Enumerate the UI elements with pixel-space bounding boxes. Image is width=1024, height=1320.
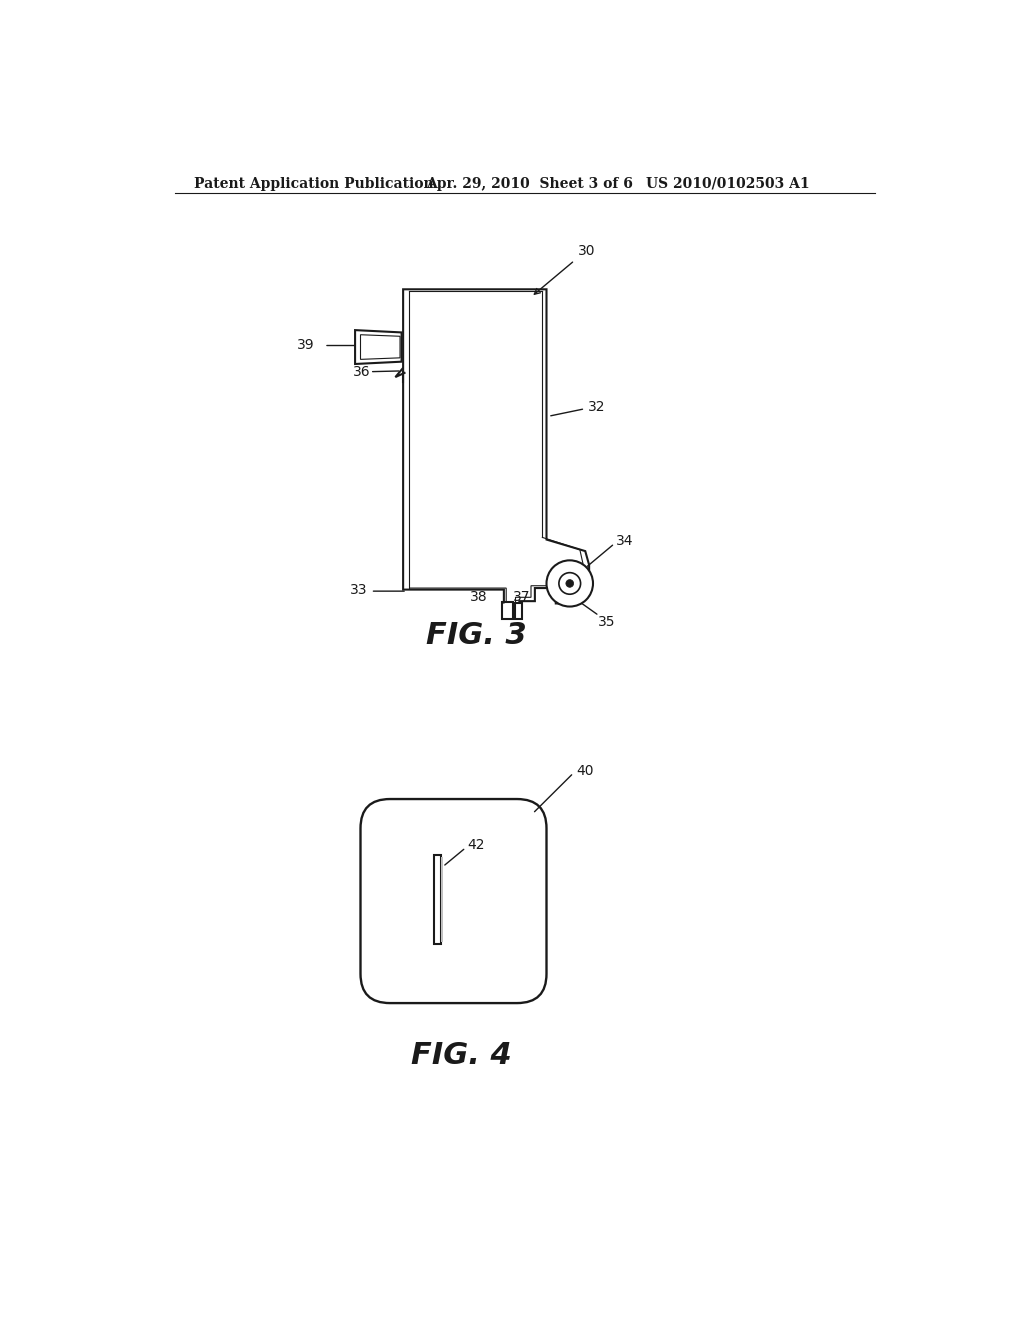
Text: Patent Application Publication: Patent Application Publication [194,177,433,191]
Text: FIG. 3: FIG. 3 [426,622,527,651]
Text: 38: 38 [470,590,487,605]
Text: US 2010/0102503 A1: US 2010/0102503 A1 [646,177,809,191]
Bar [515,603,522,619]
Text: 42: 42 [467,838,485,853]
Circle shape [547,560,593,607]
Text: 30: 30 [535,244,595,294]
Circle shape [559,573,581,594]
Text: 36: 36 [352,364,371,379]
Text: FIG. 4: FIG. 4 [411,1041,512,1071]
Bar [441,857,443,942]
Circle shape [566,579,573,587]
Text: Apr. 29, 2010  Sheet 3 of 6: Apr. 29, 2010 Sheet 3 of 6 [426,177,633,191]
FancyBboxPatch shape [360,799,547,1003]
Text: 33: 33 [350,582,368,597]
Text: 37: 37 [513,590,530,605]
Bar [434,855,441,944]
Text: 35: 35 [598,615,615,628]
Text: 32: 32 [588,400,605,414]
Text: 39: 39 [297,338,314,351]
Bar [503,602,513,619]
Text: 40: 40 [575,763,594,777]
Text: 34: 34 [616,535,634,548]
